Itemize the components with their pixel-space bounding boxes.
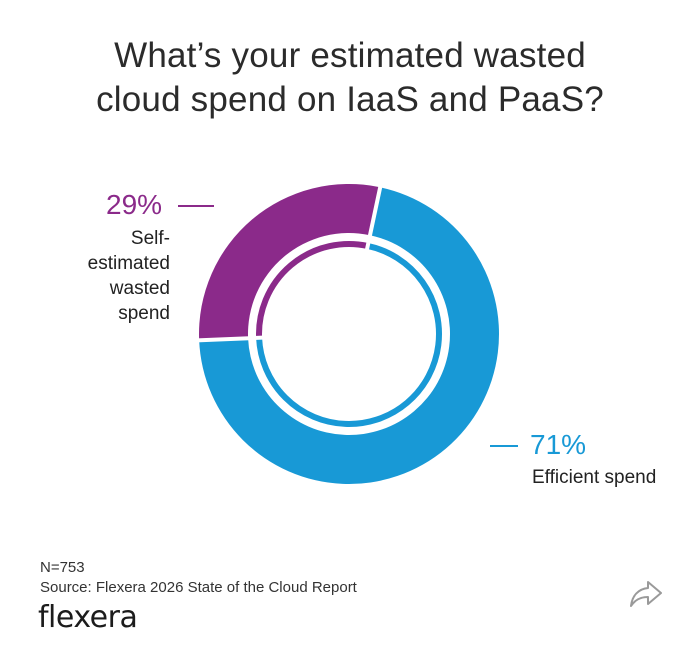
efficient-category-label: Efficient spend xyxy=(532,465,656,490)
wasted-category-label-line-1: Self-estimated xyxy=(87,228,170,274)
wasted-category-label-line-2: wasted spend xyxy=(109,278,170,324)
flexera-logo: flexera xyxy=(38,600,138,635)
source-note: Source: Flexera 2026 State of the Cloud … xyxy=(40,579,357,596)
track-efficient-spend xyxy=(256,243,442,427)
chart-title: What’s your estimated wasted cloud spend… xyxy=(0,34,700,122)
efficient-category-label-line-1: Efficient spend xyxy=(532,467,657,488)
wasted-leader-line xyxy=(178,205,214,207)
share-icon[interactable] xyxy=(628,578,664,610)
slice-separator-2 xyxy=(197,335,266,343)
sample-size: N=753 xyxy=(40,559,85,576)
chart-title-line-2: cloud spend on IaaS and PaaS? xyxy=(96,80,604,119)
slice-wasted-spend xyxy=(198,184,381,341)
wasted-percent-label: 29% xyxy=(106,189,163,220)
slice-efficient-spend xyxy=(199,187,500,484)
track-wasted-spend xyxy=(256,241,369,338)
slice-separator-1 xyxy=(364,184,383,253)
wasted-category-label: Self-estimated wasted spend xyxy=(56,226,170,326)
efficient-percent-label: 71% xyxy=(530,429,587,460)
chart-title-line-1: What’s your estimated wasted xyxy=(114,36,586,75)
efficient-leader-line xyxy=(490,445,518,447)
